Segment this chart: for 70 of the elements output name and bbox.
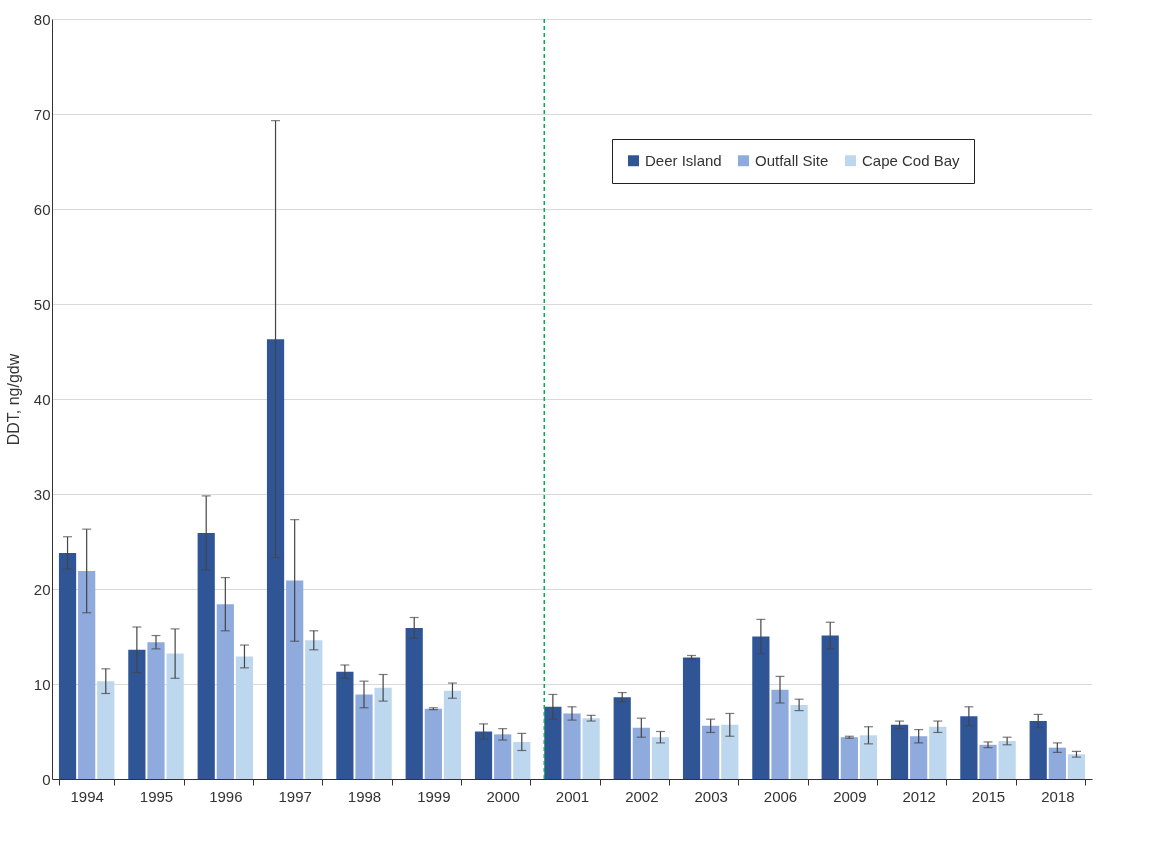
bar xyxy=(752,636,770,779)
x-tick-label: 2015 xyxy=(971,787,1006,805)
x-tick-label: 2018 xyxy=(1041,787,1075,805)
bar xyxy=(721,724,739,779)
bar xyxy=(78,570,96,779)
y-tick-label: 30 xyxy=(33,485,51,503)
legend-label: Outfall Site xyxy=(755,151,829,169)
y-tick-label: 10 xyxy=(33,675,51,693)
bar xyxy=(513,741,531,779)
bar xyxy=(1048,747,1066,779)
bar xyxy=(910,736,928,779)
bar xyxy=(494,734,512,779)
bar xyxy=(216,604,234,779)
legend-label: Deer Island xyxy=(645,151,722,169)
bar xyxy=(890,724,909,779)
bar xyxy=(147,642,165,779)
bar xyxy=(859,735,878,779)
bar xyxy=(544,706,562,779)
bar xyxy=(286,580,304,779)
x-tick-label: 2003 xyxy=(694,787,728,805)
bar xyxy=(374,687,392,779)
bar xyxy=(651,737,670,779)
x-tick-label: 2002 xyxy=(625,787,659,805)
y-tick-label: 50 xyxy=(33,295,51,313)
bar xyxy=(840,737,858,779)
bar xyxy=(128,649,146,779)
x-tick-label: 2001 xyxy=(555,787,590,805)
y-tick-label: 40 xyxy=(33,390,51,408)
x-tick-label: 1999 xyxy=(417,787,451,805)
bar xyxy=(613,697,631,779)
x-tick-label: 1996 xyxy=(209,787,243,805)
y-tick-label: 80 xyxy=(33,10,51,28)
bar xyxy=(355,694,373,779)
y-tick-label: 70 xyxy=(33,105,51,123)
bar xyxy=(998,741,1016,779)
bar xyxy=(424,708,442,779)
bar xyxy=(405,627,423,779)
bar xyxy=(632,727,650,779)
x-tick-label: 2012 xyxy=(902,787,936,805)
bar xyxy=(563,713,581,779)
x-tick-label: 2006 xyxy=(763,787,798,805)
y-tick-label: 20 xyxy=(33,580,51,598)
bar xyxy=(682,657,701,779)
bar xyxy=(474,731,493,779)
bar xyxy=(197,532,215,779)
y-tick-label: 60 xyxy=(33,200,51,218)
y-tick-label: 0 xyxy=(42,770,51,788)
x-tick-label: 1998 xyxy=(347,787,382,805)
bar xyxy=(305,640,323,779)
legend-label: Cape Cod Bay xyxy=(862,151,961,169)
bar xyxy=(235,656,254,779)
x-tick-label: 1997 xyxy=(278,787,312,805)
bar xyxy=(821,635,839,779)
x-tick-label: 1994 xyxy=(70,787,104,805)
bar xyxy=(266,339,285,779)
bar xyxy=(166,653,184,779)
bar xyxy=(790,704,808,779)
bar xyxy=(336,671,354,779)
bar xyxy=(960,716,978,779)
bar xyxy=(702,725,720,779)
bar xyxy=(97,681,115,779)
bar xyxy=(929,726,947,779)
bar xyxy=(58,552,77,779)
bar xyxy=(1029,721,1047,779)
x-tick-label: 1995 xyxy=(139,787,174,805)
y-axis-title: DDT, ng/gdw xyxy=(4,353,22,446)
bar xyxy=(443,690,462,779)
x-tick-label: 2000 xyxy=(486,787,520,805)
x-tick-label: 2009 xyxy=(833,787,867,805)
bar xyxy=(771,689,789,779)
